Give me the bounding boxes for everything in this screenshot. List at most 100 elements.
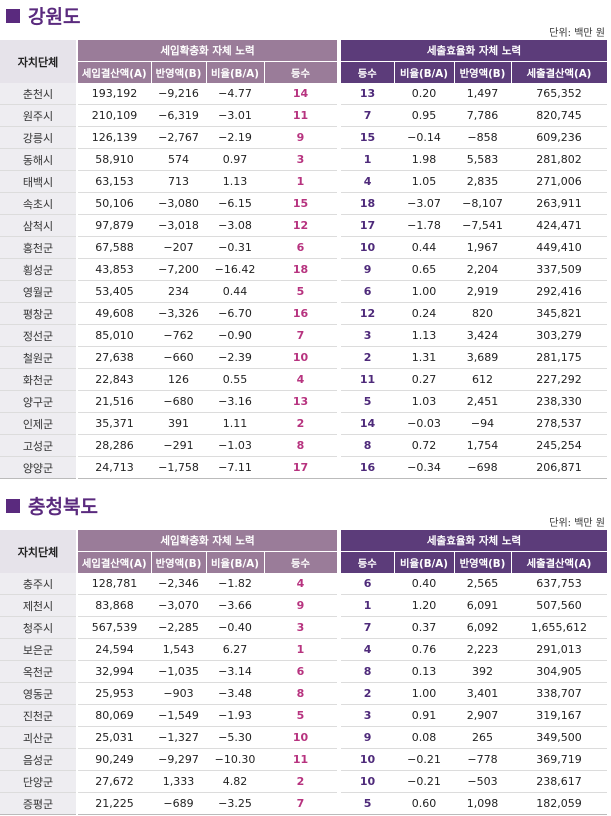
expenditure-ratio: 1.00	[394, 280, 455, 303]
expenditure-reflected: −503	[454, 770, 512, 793]
revenue-ratio: −3.16	[206, 390, 264, 413]
revenue-settlement: 25,953	[77, 682, 151, 705]
expenditure-reflected: 1,497	[454, 83, 512, 105]
table-row: 진천군 80,069 −1,549 −1.93 5 3 0.91 2,907 319,167	[0, 704, 608, 727]
col-header: 등수	[264, 61, 338, 83]
expenditure-rank: 3	[341, 324, 395, 347]
expenditure-reflected: 7,786	[454, 104, 512, 127]
data-table: 자치단체 세입확충화 자체 노력 세출효율화 자체 노력 세입결산액(A) 반영…	[0, 530, 608, 815]
expenditure-ratio: −3.07	[394, 192, 455, 215]
revenue-settlement: 50,106	[77, 192, 151, 215]
revenue-ratio: 0.97	[206, 148, 264, 171]
expenditure-reflected: −858	[454, 126, 512, 149]
table-row: 옥천군 32,994 −1,035 −3.14 6 8 0.13 392 304,905	[0, 660, 608, 683]
expenditure-rank: 10	[341, 748, 395, 771]
revenue-reflected: −2,285	[151, 616, 206, 639]
table-row: 영월군 53,405 234 0.44 5 6 1.00 2,919 292,416	[0, 280, 608, 303]
expenditure-settlement: 281,175	[511, 346, 608, 369]
expenditure-ratio: 0.76	[394, 638, 455, 661]
table-row: 동해시 58,910 574 0.97 3 1 1.98 5,583 281,802	[0, 148, 608, 171]
revenue-reflected: −207	[151, 236, 206, 259]
expenditure-settlement: 263,911	[511, 192, 608, 215]
revenue-settlement: 83,868	[77, 594, 151, 617]
revenue-reflected: −660	[151, 346, 206, 369]
revenue-rank: 7	[264, 792, 338, 815]
region-name: 충주시	[0, 573, 78, 595]
expenditure-ratio: 1.05	[394, 170, 455, 193]
region-name: 삼척시	[0, 214, 78, 237]
expenditure-settlement: 227,292	[511, 368, 608, 391]
expenditure-ratio: 0.27	[394, 368, 455, 391]
expenditure-settlement: 609,236	[511, 126, 608, 149]
col-header: 비율(B/A)	[206, 551, 265, 573]
revenue-rank: 8	[264, 682, 338, 705]
col-header: 등수	[341, 61, 395, 83]
revenue-reflected: 574	[151, 148, 206, 171]
revenue-rank: 5	[264, 704, 338, 727]
revenue-ratio: 1.13	[206, 170, 264, 193]
expenditure-settlement: 292,416	[511, 280, 608, 303]
col-header: 세입결산액(A)	[77, 551, 152, 573]
revenue-settlement: 80,069	[77, 704, 151, 727]
revenue-reflected: −1,035	[151, 660, 206, 683]
expenditure-reflected: 265	[454, 726, 512, 749]
revenue-rank: 15	[264, 192, 338, 215]
region-name: 양양군	[0, 456, 78, 479]
region-name: 고성군	[0, 434, 78, 457]
expenditure-reflected: 3,689	[454, 346, 512, 369]
revenue-settlement: 67,588	[77, 236, 151, 259]
table-row: 충주시 128,781 −2,346 −1.82 4 6 0.40 2,565 637,753	[0, 573, 608, 595]
expenditure-reflected: 6,092	[454, 616, 512, 639]
revenue-ratio: 6.27	[206, 638, 264, 661]
region-name: 평창군	[0, 302, 78, 325]
region-name: 철원군	[0, 346, 78, 369]
expenditure-reflected: −778	[454, 748, 512, 771]
revenue-settlement: 58,910	[77, 148, 151, 171]
col-header: 비율(B/A)	[394, 551, 455, 573]
region-name: 진천군	[0, 704, 78, 727]
expenditure-ratio: −0.21	[394, 770, 455, 793]
expenditure-settlement: 449,410	[511, 236, 608, 259]
expenditure-settlement: 345,821	[511, 302, 608, 325]
revenue-settlement: 24,594	[77, 638, 151, 661]
unit-label: 단위: 백만 원	[549, 28, 605, 39]
revenue-reflected: −3,070	[151, 594, 206, 617]
revenue-ratio: −16.42	[206, 258, 264, 281]
expenditure-rank: 16	[341, 456, 395, 479]
expenditure-rank: 18	[341, 192, 395, 215]
expenditure-ratio: 1.31	[394, 346, 455, 369]
revenue-ratio: −4.77	[206, 83, 264, 105]
region-name: 화천군	[0, 368, 78, 391]
table-row: 원주시 210,109 −6,319 −3.01 11 7 0.95 7,786 820,745	[0, 104, 608, 127]
revenue-settlement: 25,031	[77, 726, 151, 749]
expenditure-settlement: 338,707	[511, 682, 608, 705]
revenue-ratio: −10.30	[206, 748, 264, 771]
revenue-rank: 4	[264, 573, 338, 595]
table-body: 충주시 128,781 −2,346 −1.82 4 6 0.40 2,565 637,753 제…	[0, 573, 608, 815]
revenue-reflected: −6,319	[151, 104, 206, 127]
region-name: 단양군	[0, 770, 78, 793]
table-row: 화천군 22,843 126 0.55 4 11 0.27 612 227,292	[0, 368, 608, 391]
revenue-ratio: −3.66	[206, 594, 264, 617]
table-row: 괴산군 25,031 −1,327 −5.30 10 9 0.08 265 349,500	[0, 726, 608, 749]
revenue-reflected: 1,543	[151, 638, 206, 661]
expenditure-reflected: 3,424	[454, 324, 512, 347]
revenue-reflected: −9,216	[151, 83, 206, 105]
expenditure-ratio: 0.24	[394, 302, 455, 325]
revenue-reflected: −7,200	[151, 258, 206, 281]
expenditure-reflected: 612	[454, 368, 512, 391]
expenditure-ratio: 0.37	[394, 616, 455, 639]
revenue-rank: 1	[264, 170, 338, 193]
revenue-ratio: 1.11	[206, 412, 264, 435]
expenditure-rank: 9	[341, 258, 395, 281]
expenditure-rank: 13	[341, 83, 395, 105]
revenue-reflected: −689	[151, 792, 206, 815]
revenue-reflected: −3,326	[151, 302, 206, 325]
expenditure-reflected: 2,204	[454, 258, 512, 281]
region-header: 자치단체	[0, 530, 78, 573]
expenditure-ratio: −0.03	[394, 412, 455, 435]
expenditure-settlement: 238,330	[511, 390, 608, 413]
revenue-rank: 7	[264, 324, 338, 347]
expenditure-reflected: 2,565	[454, 573, 512, 595]
expenditure-settlement: 206,871	[511, 456, 608, 479]
